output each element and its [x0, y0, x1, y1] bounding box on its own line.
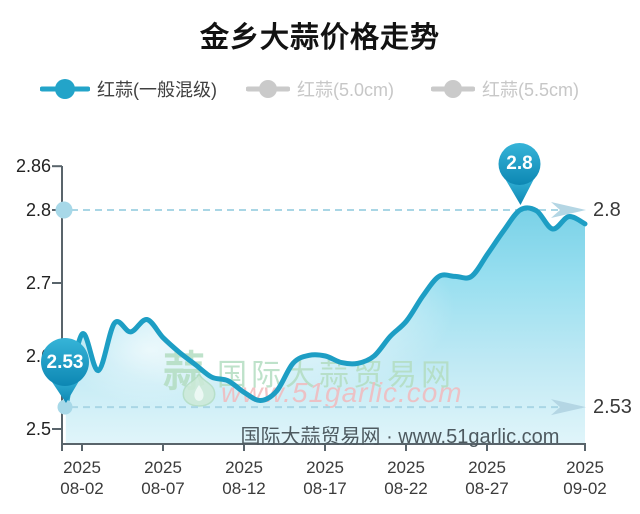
x-axis-tick-label: 2025 08-17 [303, 458, 347, 498]
legend-item-label: 红蒜(5.0cm) [297, 80, 395, 100]
watermark-footer-text: 国际大蒜贸易网 · www.51garlic.com [240, 426, 560, 448]
axis-dot-2-8 [55, 201, 73, 219]
axis-dot-2-53 [57, 399, 73, 415]
y-axis-ticks [52, 165, 62, 430]
legend-item-red-garlic-5-5cm[interactable]: 红蒜(5.5cm) [431, 76, 579, 102]
legend-item-red-garlic-5-0cm[interactable]: 红蒜(5.0cm) [246, 76, 394, 102]
annotation-peak-value: 2.8 [506, 153, 533, 174]
y-axis-tick-label: 2.7 [25, 273, 51, 293]
legend-item-label: 红蒜(5.5cm) [482, 80, 580, 100]
x-axis-tick-label: 2025 08-02 [60, 458, 104, 498]
x-axis-tick-label: 2025 08-12 [222, 458, 266, 498]
x-axis-tick-label: 2025 08-07 [141, 458, 185, 498]
reference-label-right-top: 2.8 [593, 199, 621, 221]
legend-item-red-garlic-mixed[interactable]: 红蒜(一般混级) [40, 76, 217, 102]
y-axis-tick-label: 2.8 [25, 200, 51, 220]
y-axis-tick-label: 2.86 [15, 156, 51, 177]
chart-title: 金乡大蒜价格走势 [199, 22, 440, 54]
arrow-right-icon [551, 399, 586, 416]
y-axis-tick-label: 2.5 [25, 419, 51, 439]
arrow-right-icon [551, 202, 586, 218]
reference-label-right-bottom: 2.53 [593, 396, 632, 419]
watermark-garlic-character: 蒜 [163, 348, 206, 395]
legend-item-label: 红蒜(一般混级) [97, 80, 217, 100]
legend-marker-icon [40, 79, 90, 99]
x-axis-tick-label: 2025 09-02 [563, 458, 607, 498]
watermark-site-url: www.51garlic.com [221, 377, 463, 408]
legend-marker-icon [246, 80, 290, 98]
annotation-start-value: 2.53 [46, 352, 84, 373]
x-axis-tick-label: 2025 08-27 [465, 458, 509, 498]
legend-marker-icon [431, 80, 475, 98]
x-axis-tick-label: 2025 08-22 [384, 458, 428, 498]
